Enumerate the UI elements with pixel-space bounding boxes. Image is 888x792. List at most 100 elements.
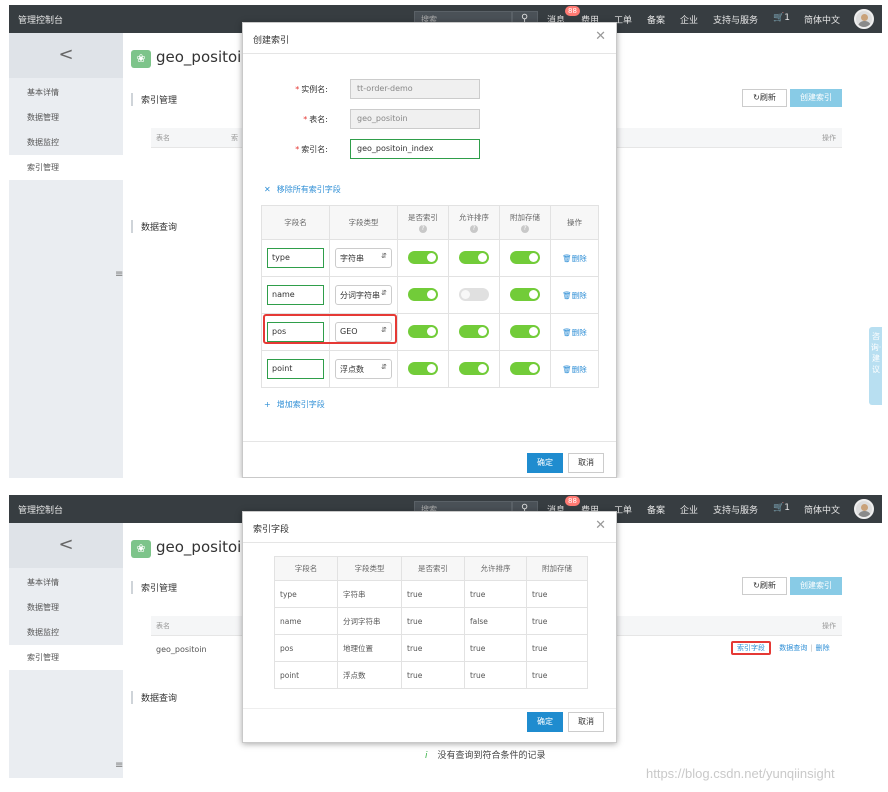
index-toggle[interactable]: [408, 324, 438, 338]
nav-icp[interactable]: 备案: [647, 16, 666, 26]
th-field-type: 字段类型: [329, 205, 398, 240]
nav-language[interactable]: 简体中文: [804, 506, 841, 516]
cancel-button[interactable]: 取消: [568, 712, 604, 732]
avatar[interactable]: [854, 499, 874, 519]
field-name-input[interactable]: type: [267, 248, 324, 268]
field-type-select[interactable]: 浮点数 ⇵: [335, 359, 392, 379]
collapse-handle-icon[interactable]: ≡: [115, 269, 124, 280]
modal-divider: [243, 542, 616, 543]
field-type-select[interactable]: 字符串 ⇵: [335, 248, 392, 268]
index-toggle[interactable]: [408, 361, 438, 375]
th-indexed: 是否索引: [401, 556, 465, 581]
cell: 地理位置: [337, 634, 402, 662]
nav-messages[interactable]: 消息: [547, 16, 566, 26]
info-icon: i: [425, 751, 428, 761]
sidebar-item-monitor[interactable]: 数据监控: [27, 628, 59, 637]
nav-cart[interactable]: 🛒1: [773, 13, 790, 23]
index-toggle[interactable]: [408, 250, 438, 264]
collapse-handle-icon[interactable]: ≡: [115, 760, 124, 771]
instance-field: tt-order-demo: [350, 79, 480, 99]
field-type-select[interactable]: GEO ⇵: [335, 322, 392, 342]
delete-field-link[interactable]: 🗑删除: [562, 290, 587, 300]
sidebar-item-data[interactable]: 数据管理: [27, 113, 59, 122]
remove-all-fields-link[interactable]: ✕ 移除所有索引字段: [264, 185, 341, 194]
create-index-modal: 创建索引 ✕ * 实例名: tt-order-demo * 表名: geo_posi…: [242, 22, 617, 478]
store-toggle[interactable]: [510, 324, 540, 338]
table-row: pos 地理位置 true true true: [274, 634, 588, 662]
cell: name: [274, 607, 338, 635]
confirm-button[interactable]: 确定: [527, 453, 563, 473]
sidebar-item-index[interactable]: 索引管理: [9, 155, 123, 180]
nav-support[interactable]: 支持与服务: [713, 506, 759, 516]
field-editor-header: 字段名 字段类型 是否索引? 允许排序? 附加存储? 操作: [261, 205, 599, 240]
index-name-label: * 索引名:: [295, 145, 328, 154]
trash-icon: 🗑: [562, 327, 572, 337]
refresh-button[interactable]: ↻刷新: [742, 89, 787, 107]
data-query-link[interactable]: 数据查询: [779, 644, 808, 652]
feedback-tab[interactable]: 咨询·建议: [869, 327, 882, 405]
add-field-link[interactable]: + 增加索引字段: [264, 400, 325, 409]
field-type-select[interactable]: 分词字符串 ⇵: [335, 285, 392, 305]
sidebar: < 基本详情 数据管理 数据监控 索引管理: [9, 523, 123, 778]
index-name-field[interactable]: geo_positoin_index: [350, 139, 480, 159]
sort-toggle[interactable]: [459, 361, 489, 375]
index-fields-link[interactable]: 索引字段: [731, 641, 771, 655]
nav-cart[interactable]: 🛒1: [773, 503, 790, 513]
modal-title: 创建索引: [253, 36, 290, 46]
help-icon[interactable]: ?: [521, 225, 529, 233]
confirm-button[interactable]: 确定: [527, 712, 563, 732]
avatar-head: [861, 14, 868, 21]
back-button[interactable]: <: [9, 33, 123, 78]
fields-table-header: 字段名 字段类型 是否索引 允许排序 附加存储: [274, 556, 588, 581]
cell: true: [401, 607, 465, 635]
sidebar-item-index[interactable]: 索引管理: [9, 645, 123, 670]
console-brand[interactable]: 管理控制台: [18, 16, 64, 26]
nav-enterprise[interactable]: 企业: [680, 506, 699, 516]
nav-icp[interactable]: 备案: [647, 506, 666, 516]
cancel-button[interactable]: 取消: [568, 453, 604, 473]
sort-toggle[interactable]: [459, 287, 489, 301]
field-name-input[interactable]: point: [267, 359, 324, 379]
nav-enterprise[interactable]: 企业: [680, 16, 699, 26]
sidebar-item-monitor[interactable]: 数据监控: [27, 138, 59, 147]
cell: true: [526, 634, 588, 662]
sidebar-item-basic[interactable]: 基本详情: [27, 578, 59, 587]
nav-support[interactable]: 支持与服务: [713, 16, 759, 26]
field-name-input[interactable]: name: [267, 285, 324, 305]
store-toggle[interactable]: [510, 287, 540, 301]
help-icon[interactable]: ?: [419, 225, 427, 233]
index-toggle[interactable]: [408, 287, 438, 301]
delete-field-link[interactable]: 🗑删除: [562, 253, 587, 263]
help-icon[interactable]: ?: [470, 225, 478, 233]
cell: true: [464, 634, 527, 662]
back-button[interactable]: <: [9, 523, 123, 568]
create-index-button[interactable]: 创建索引: [790, 577, 842, 595]
th-stored: 附加存储: [526, 556, 588, 581]
nav-tickets[interactable]: 工单: [614, 16, 633, 26]
cell: true: [526, 580, 588, 608]
sort-toggle[interactable]: [459, 250, 489, 264]
store-toggle[interactable]: [510, 361, 540, 375]
nav-billing[interactable]: 费用: [581, 16, 600, 26]
sort-toggle[interactable]: [459, 324, 489, 338]
modal-divider: [243, 53, 616, 54]
close-icon[interactable]: ✕: [595, 518, 606, 533]
field-name-input[interactable]: pos: [267, 322, 324, 342]
col-table-name: 表名: [156, 134, 170, 142]
close-icon[interactable]: ✕: [595, 29, 606, 44]
console-brand[interactable]: 管理控制台: [18, 506, 64, 516]
delete-field-link[interactable]: 🗑删除: [562, 364, 587, 374]
nav-language[interactable]: 简体中文: [804, 16, 841, 26]
delete-field-link[interactable]: 🗑删除: [562, 327, 587, 337]
avatar[interactable]: [854, 9, 874, 29]
sidebar-item-data[interactable]: 数据管理: [27, 603, 59, 612]
sidebar-item-basic[interactable]: 基本详情: [27, 88, 59, 97]
page-title: geo_positoin: [156, 48, 251, 66]
delete-link[interactable]: 删除: [815, 644, 830, 652]
store-toggle[interactable]: [510, 250, 540, 264]
cart-count: 1: [784, 13, 790, 23]
create-index-button[interactable]: 创建索引: [790, 89, 842, 107]
nav-tickets[interactable]: 工单: [614, 506, 633, 516]
refresh-button[interactable]: ↻刷新: [742, 577, 787, 595]
table-row-name: geo_positoin: [156, 645, 207, 654]
